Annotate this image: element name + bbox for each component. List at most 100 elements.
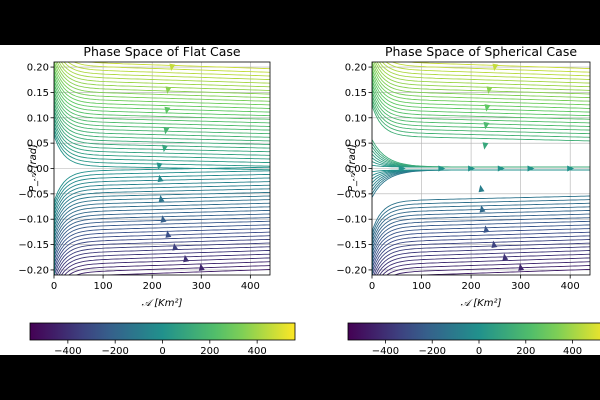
streamline	[372, 206, 590, 275]
flow-arrow	[398, 165, 406, 172]
streamline	[54, 257, 270, 275]
y-tick-label: −0.05	[18, 189, 49, 200]
streamline	[372, 62, 590, 73]
flow-arrows	[398, 63, 575, 271]
y-axis-label: P_𝒜 [rad]	[28, 144, 39, 192]
streamline	[372, 62, 590, 106]
streamline	[372, 62, 590, 109]
flow-arrow	[567, 165, 575, 172]
y-tick-label: 0.15	[345, 88, 367, 99]
streamline	[372, 242, 590, 275]
streamline	[372, 62, 590, 77]
flow-arrow	[156, 162, 163, 170]
streamline	[54, 62, 270, 131]
streamline	[372, 62, 590, 80]
streamline	[54, 62, 270, 95]
colorbar-tick-label: 0	[159, 346, 165, 357]
chart-title: Phase Space of Flat Case	[83, 44, 240, 59]
streamline	[54, 62, 270, 88]
streamline	[372, 62, 590, 138]
streamline	[54, 184, 270, 275]
x-tick-label: 300	[511, 281, 530, 292]
streamline	[372, 62, 590, 131]
streamline	[54, 62, 270, 164]
flow-arrow	[468, 165, 476, 172]
y-tick-label: −0.20	[18, 265, 49, 276]
streamline	[54, 269, 270, 275]
colorbar-tick-label: 400	[248, 346, 267, 357]
streamline	[54, 170, 270, 275]
colorbar-tick-label: 200	[516, 346, 535, 357]
streamline	[54, 62, 270, 84]
colorbar-tick-label: 0	[476, 346, 482, 357]
streamline	[372, 246, 590, 275]
x-tick-label: 0	[369, 281, 375, 292]
x-axis-label: 𝒜 [Km²]	[142, 298, 183, 309]
colorbar-tick-label: −200	[101, 346, 128, 357]
flow-arrow	[158, 194, 165, 203]
flow-arrow	[527, 165, 535, 172]
streamline	[54, 250, 270, 275]
flow-arrow	[172, 243, 179, 251]
flow-arrow	[491, 240, 498, 249]
streamline	[372, 268, 590, 275]
y-tick-label: 0.00	[27, 164, 49, 175]
streamline	[372, 228, 590, 275]
x-tick-label: 0	[51, 281, 57, 292]
streamline	[372, 253, 590, 275]
flow-arrow	[478, 184, 485, 193]
streamline	[372, 195, 590, 275]
streamline	[54, 209, 270, 275]
streamline	[372, 62, 590, 91]
x-tick-label: 100	[94, 281, 113, 292]
streamline	[54, 199, 270, 275]
streamline	[372, 62, 590, 120]
streamline	[372, 62, 590, 135]
chart-panel-1: 0 100 200 300 400 0.20 0.15 0.10 0.05 0.00 −0.05 −0…	[18, 44, 296, 357]
streamline	[372, 217, 590, 275]
flow-arrow	[486, 86, 493, 94]
streamline	[54, 62, 270, 99]
x-tick-label: 100	[412, 281, 431, 292]
streamline	[54, 242, 270, 275]
colorbar-tick-label: −400	[54, 346, 81, 357]
flow-arrow	[482, 142, 489, 150]
streamline	[54, 213, 270, 275]
streamline	[54, 62, 270, 102]
streamline	[372, 235, 590, 275]
streamline	[54, 265, 270, 275]
streamline	[54, 224, 270, 275]
y-tick-label: −0.10	[336, 215, 367, 226]
y-tick-label: −0.15	[336, 240, 367, 251]
streamline	[372, 62, 590, 117]
y-tick-label: −0.15	[18, 240, 49, 251]
streamline	[372, 265, 590, 275]
streamline	[54, 62, 270, 156]
x-tick-label: 200	[143, 281, 162, 292]
y-tick-label: −0.20	[336, 265, 367, 276]
streamline	[372, 62, 590, 70]
streamline	[54, 188, 270, 275]
streamline	[54, 181, 270, 275]
colorbar: −400 −200 0 200 400	[347, 322, 600, 357]
streamline	[54, 62, 270, 106]
streamline	[372, 62, 590, 95]
streamline	[372, 202, 590, 275]
streamline	[54, 62, 270, 153]
flow-arrow	[502, 253, 509, 261]
y-tick-label: 0.00	[345, 164, 367, 175]
y-tick-label: −0.05	[336, 189, 367, 200]
streamline	[54, 62, 270, 160]
streamline	[54, 206, 270, 275]
flow-arrow	[518, 263, 525, 271]
colorbar-tick-label: 400	[563, 346, 582, 357]
streamline	[372, 62, 590, 84]
streamline	[54, 261, 270, 275]
colorbar-bar	[29, 322, 296, 341]
streamline	[54, 62, 270, 127]
colorbar: −400 −200 0 200 400	[29, 322, 296, 357]
streamline	[54, 253, 270, 275]
y-tick-label: 0.10	[345, 113, 367, 124]
streamline	[372, 210, 590, 275]
x-tick-label: 400	[241, 281, 260, 292]
